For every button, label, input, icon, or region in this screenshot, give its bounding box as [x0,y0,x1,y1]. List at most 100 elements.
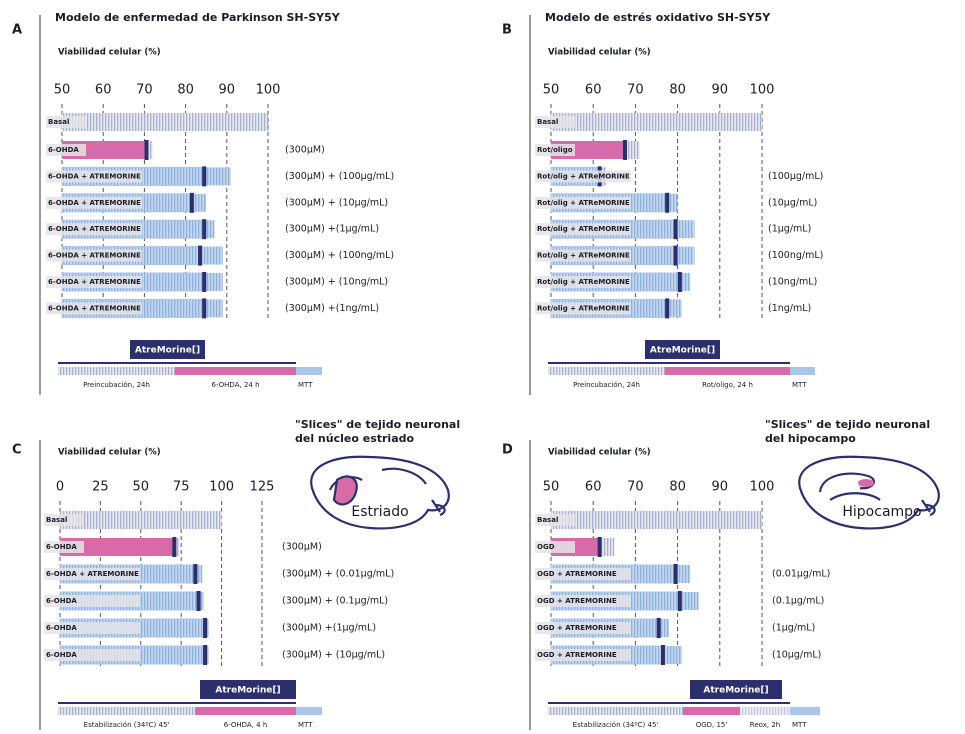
timeline-segment [790,707,820,715]
panel-letter: B [502,23,512,38]
timeline-label: MTT [792,381,807,389]
timeline-label: Preincubación, 24h [83,381,150,389]
condition-label: (300µM) + (0.1µg/mL) [282,596,388,607]
condition-label: (10µg/mL) [768,197,817,208]
mean-cap [660,645,665,665]
bar-label-box [46,276,142,288]
bar-label: Basal [48,118,69,126]
axis-label: Viabilidad celular (%) [58,48,161,58]
timeline-segment [175,367,296,375]
error-extension [669,299,682,318]
bar-label: Rot/olig + ATReMORINE [537,199,630,207]
brain-striatum [310,455,450,530]
timeline-label: 6-OHDA, 24 h [211,381,259,389]
condition-label: (300µM) +(1µg/mL) [285,224,379,235]
mean-cap [172,537,177,557]
condition-label: (300µM) + (10µg/mL) [282,650,385,661]
bar-label-box [535,116,575,128]
drug-label: AtreMorine[] [215,686,280,696]
bar-label-box [46,249,142,262]
condition-label: (1ng/mL) [768,303,811,314]
timeline-segment [548,707,683,715]
error-extension [197,565,203,583]
bar-label-box [535,170,631,183]
timeline-label: Preincubación, 24h [573,381,640,389]
x-tick-label: 70 [627,480,644,495]
x-tick-label: 25 [92,480,109,495]
bar [60,538,177,556]
x-tick-label: 80 [177,83,194,98]
mean-cap [597,537,602,557]
condition-label: (100ng/mL) [768,250,823,261]
condition-label: (300µM) + (10ng/mL) [285,277,388,288]
bar-label-box [535,514,575,526]
x-tick-label: 90 [219,83,236,98]
image-caption: "Slices" de tejido neuronal [295,418,460,431]
condition-label: (300µM) [282,542,322,553]
basal-bar [62,113,268,131]
x-tick-label: 60 [95,83,112,98]
bar-label-box [535,144,575,156]
mean-cap [193,564,198,584]
mean-cap [196,591,201,611]
bar-label: 6-OHDA [46,651,77,659]
mean-cap [202,272,207,292]
panel: A Modelo de enfermedad de Parkinson SH-SY… [12,11,394,395]
x-tick-label: 70 [136,83,153,98]
bar-label: 6-OHDA [48,146,79,154]
error-extension [660,619,670,637]
error-extension [202,246,223,265]
bar-label-box [535,276,631,288]
x-tick-label: 50 [543,83,560,98]
mean-cap [673,219,678,240]
mean-cap [198,245,203,266]
bar-label-box [46,116,86,128]
bar-label: 6-OHDA + ATREMORINE [48,172,141,180]
timeline-label: 6-OHDA, 4 h [224,721,268,729]
error-extension [677,220,695,239]
mean-cap [622,140,627,160]
bar-label-box [46,196,142,209]
condition-label: (300µM) + (100µg/mL) [285,171,394,182]
error-extension [200,592,204,610]
panel: C Viabilidad celular (%) 0 25 50 75 100 125 Basa… [12,418,460,730]
mean-cap [673,245,678,266]
image-caption: del núcleo estriado [295,432,414,445]
mean-cap [677,591,682,611]
timeline-label: MTT [298,381,313,389]
drug-box [645,340,720,359]
image-label: Estriado [351,504,408,520]
error-extension [681,592,699,610]
image-label: Hipocampo [842,504,921,520]
panel-letter: C [12,443,22,458]
x-tick-label: 100 [750,83,775,98]
condition-label: (1µg/mL) [772,623,815,634]
condition-label: (300µM) [285,145,325,156]
axis-label: Viabilidad celular (%) [548,448,651,458]
panel: D Viabilidad celular (%) 50 60 70 80 90 100 Basa… [502,418,930,730]
bar-label: 6-OHDA + ATREMORINE [48,278,141,286]
bar-label-box [46,144,86,156]
condition-label: (100µg/mL) [768,171,823,182]
mean-cap [673,564,678,584]
bar-label-box [535,196,631,209]
basal-bar [551,511,762,529]
condition-label: (10ng/mL) [768,277,817,288]
bar-label: Basal [46,516,67,524]
panel-letter: A [12,23,22,38]
timeline-segment [296,367,322,375]
mean-cap [189,192,194,213]
timeline-segment [740,707,790,715]
bar-label: 6-OHDA [46,597,77,605]
error-extension [206,167,231,186]
drug-box [690,680,782,699]
timeline-segment [296,707,322,715]
bar-label-box [44,568,140,580]
bar-label: Rot/olig + ATReMORINE [537,304,630,312]
bar-label: OGD [537,543,555,551]
condition-label: (300µM) + (10µg/mL) [285,197,388,208]
timeline-label: MTT [792,721,807,729]
timeline-label: OGD, 15' [696,721,728,729]
bar-label: 6-OHDA [46,543,77,551]
bar-label: 6-OHDA + ATREMORINE [46,570,139,578]
